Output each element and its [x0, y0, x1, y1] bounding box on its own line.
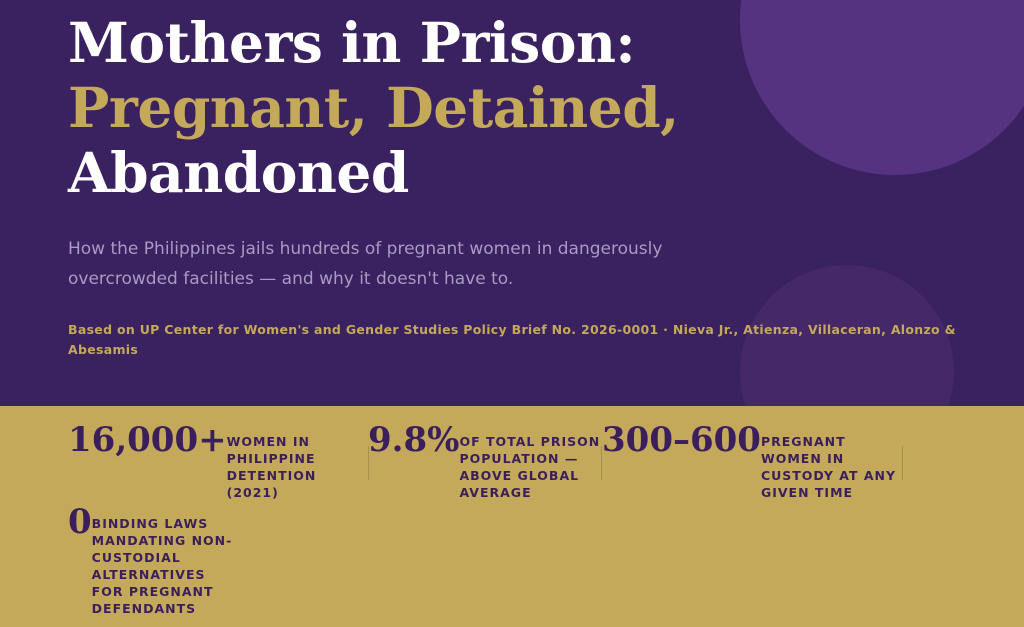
- divider: [368, 446, 369, 480]
- stat-number: 16,000+: [68, 420, 227, 460]
- title-line-1: Mothers in Prison:: [68, 10, 636, 75]
- title-line-3: Abandoned: [68, 140, 409, 205]
- divider: [902, 446, 903, 480]
- hero-section: Mothers in Prison: Pregnant, Detained, A…: [0, 0, 1024, 406]
- stat-item: 300–600 PREGNANT WOMEN IN CUSTODY AT ANY…: [602, 420, 906, 501]
- title-line-2: Pregnant, Detained,: [68, 75, 679, 140]
- decorative-circle: [740, 0, 1024, 175]
- stat-number: 9.8%: [368, 420, 460, 460]
- stat-label: BINDING LAWS MANDATING NON-CUSTODIAL ALT…: [91, 516, 233, 616]
- stat-item: 0 BINDING LAWS MANDATING NON-CUSTODIAL A…: [68, 502, 242, 617]
- stat-item: 16,000+ WOMEN IN PHILIPPINE DETENTION (2…: [68, 420, 337, 501]
- source-citation: Based on UP Center for Women's and Gende…: [68, 322, 956, 357]
- stat-number: 300–600: [602, 420, 761, 460]
- stat-item: 9.8% OF TOTAL PRISON POPULATION — ABOVE …: [368, 420, 609, 501]
- stat-number: 0: [68, 502, 92, 542]
- subtitle: How the Philippines jails hundreds of pr…: [68, 239, 663, 289]
- stat-label: WOMEN IN PHILIPPINE DETENTION (2021): [226, 434, 317, 500]
- stat-label: OF TOTAL PRISON POPULATION — ABOVE GLOBA…: [459, 434, 601, 500]
- page-title: Mothers in Prison: Pregnant, Detained, A…: [68, 10, 679, 205]
- divider: [601, 446, 602, 480]
- stat-label: PREGNANT WOMEN IN CUSTODY AT ANY GIVEN T…: [760, 434, 897, 500]
